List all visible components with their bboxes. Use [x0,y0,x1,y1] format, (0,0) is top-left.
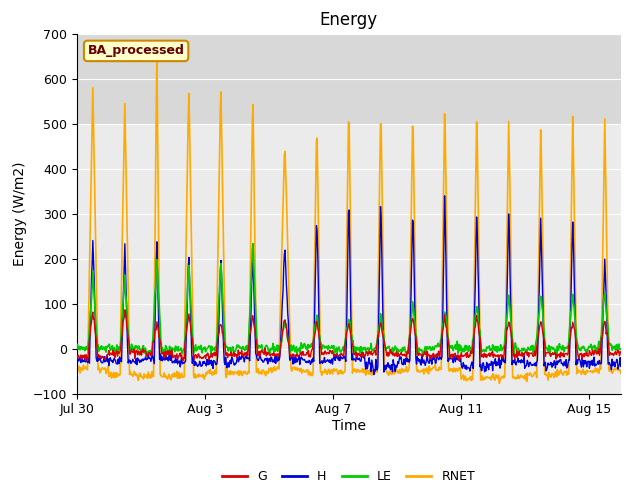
Title: Energy: Energy [320,11,378,29]
G [402,352,410,358]
LE [249,241,257,247]
LE [73,341,81,347]
G [148,348,156,354]
H [147,355,154,361]
RNET [147,375,154,381]
RNET [184,148,191,154]
G [84,358,92,364]
Text: BA_processed: BA_processed [88,44,184,58]
G [184,316,192,322]
G [73,353,81,359]
RNET [617,371,625,376]
RNET [135,374,143,380]
Line: LE: LE [77,244,621,357]
Legend: G, H, LE, RNET: G, H, LE, RNET [218,465,480,480]
RNET [355,369,363,374]
LE [490,347,498,352]
H [73,357,81,362]
H [401,361,409,367]
LE [184,284,191,289]
RNET [490,371,497,376]
LE [402,350,410,356]
RNET [401,368,409,374]
Line: H: H [77,196,621,375]
LE [142,354,150,360]
Y-axis label: Energy (W/m2): Energy (W/m2) [13,161,27,266]
X-axis label: Time: Time [332,419,366,433]
LE [617,347,625,352]
H [370,372,378,378]
G [356,351,364,357]
Bar [77,34,621,123]
G [121,307,129,313]
RNET [73,365,81,371]
H [183,316,191,322]
H [135,357,143,362]
LE [135,343,143,349]
RNET [153,55,161,61]
Line: G: G [77,310,621,361]
Line: RNET: RNET [77,58,621,383]
G [136,348,144,354]
H [490,359,498,365]
RNET [495,380,503,386]
H [441,193,449,199]
G [617,349,625,355]
H [617,363,625,369]
H [355,357,362,362]
G [490,352,498,358]
LE [147,349,155,355]
LE [356,350,364,356]
